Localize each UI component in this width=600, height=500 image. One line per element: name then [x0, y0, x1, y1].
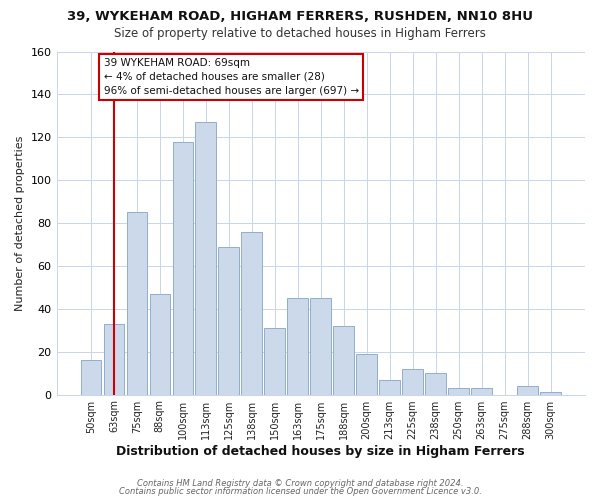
Bar — [310, 298, 331, 394]
Bar — [334, 326, 354, 394]
Bar — [403, 369, 423, 394]
Bar — [448, 388, 469, 394]
Text: Size of property relative to detached houses in Higham Ferrers: Size of property relative to detached ho… — [114, 28, 486, 40]
Bar — [356, 354, 377, 395]
Text: 39, WYKEHAM ROAD, HIGHAM FERRERS, RUSHDEN, NN10 8HU: 39, WYKEHAM ROAD, HIGHAM FERRERS, RUSHDE… — [67, 10, 533, 23]
Bar — [196, 122, 216, 394]
Bar — [80, 360, 101, 394]
Bar — [104, 324, 124, 394]
Bar — [127, 212, 147, 394]
Bar — [287, 298, 308, 394]
Text: 39 WYKEHAM ROAD: 69sqm
← 4% of detached houses are smaller (28)
96% of semi-deta: 39 WYKEHAM ROAD: 69sqm ← 4% of detached … — [104, 58, 359, 96]
Y-axis label: Number of detached properties: Number of detached properties — [15, 136, 25, 310]
Bar — [425, 373, 446, 394]
X-axis label: Distribution of detached houses by size in Higham Ferrers: Distribution of detached houses by size … — [116, 444, 525, 458]
Text: Contains HM Land Registry data © Crown copyright and database right 2024.: Contains HM Land Registry data © Crown c… — [137, 478, 463, 488]
Bar — [265, 328, 285, 394]
Bar — [379, 380, 400, 394]
Bar — [517, 386, 538, 394]
Text: Contains public sector information licensed under the Open Government Licence v3: Contains public sector information licen… — [119, 487, 481, 496]
Bar — [472, 388, 492, 394]
Bar — [218, 246, 239, 394]
Bar — [173, 142, 193, 394]
Bar — [241, 232, 262, 394]
Bar — [540, 392, 561, 394]
Bar — [149, 294, 170, 394]
